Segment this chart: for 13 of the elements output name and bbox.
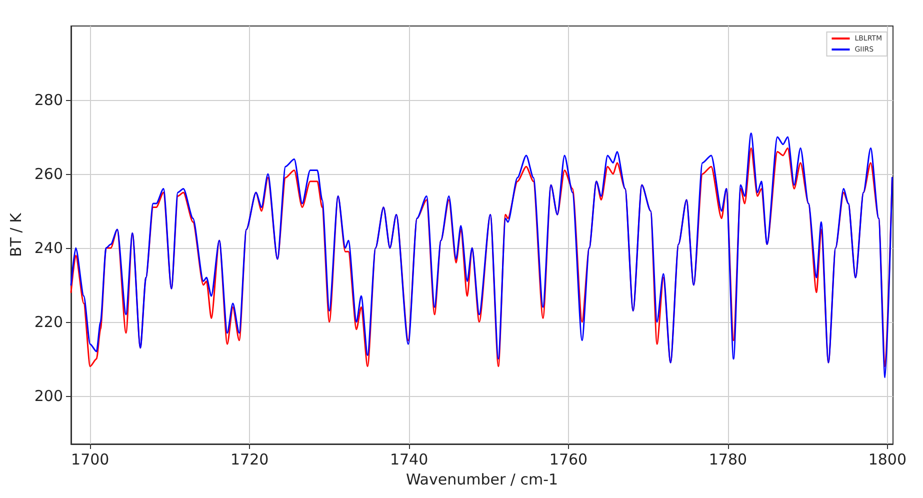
x-tick-label: 1740 — [390, 450, 428, 468]
x-tick-label: 1720 — [230, 450, 269, 468]
y-axis-title: BT / K — [6, 212, 25, 257]
x-tick-label: 1760 — [549, 450, 588, 468]
x-tick-label: 1700 — [71, 450, 110, 468]
y-tick-label: 200 — [34, 386, 63, 405]
x-tick-label: 1780 — [708, 450, 748, 468]
x-tick-label: 1800 — [868, 450, 907, 468]
y-tick-label: 260 — [34, 164, 63, 183]
y-tick-label: 240 — [34, 238, 63, 257]
y-tick-label: 280 — [34, 90, 63, 109]
y-tick-label: 220 — [34, 312, 63, 331]
x-axis-title: Wavenumber / cm-1 — [406, 470, 558, 488]
